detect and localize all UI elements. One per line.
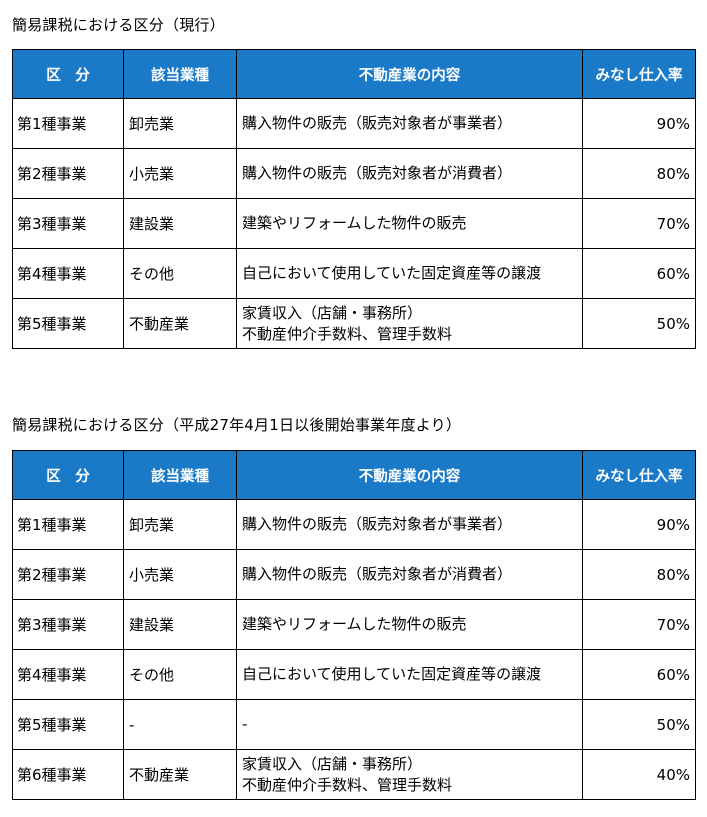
category-cell: 第2種事業 (12, 549, 124, 600)
table-header-row: 区 分 該当業種 不動産業の内容 みなし仕入率 (12, 450, 696, 500)
industry-cell: 不動産業 (123, 749, 237, 800)
table-row: 第3種事業 建設業 建築やリフォームした物件の販売 70% (12, 599, 696, 650)
table-row: 第2種事業 小売業 購入物件の販売（販売対象者が消費者） 80% (12, 148, 696, 199)
description-line-2: 不動産仲介手数料、管理手数料 (242, 324, 453, 343)
rate-cell: 40% (582, 749, 696, 800)
rate-cell: 60% (582, 248, 696, 299)
header-rate: みなし仕入率 (582, 450, 696, 500)
table-header-row: 区 分 該当業種 不動産業の内容 みなし仕入率 (12, 49, 696, 99)
category-cell: 第2種事業 (12, 148, 124, 199)
category-cell: 第5種事業 (12, 298, 124, 349)
description-cell: 購入物件の販売（販売対象者が消費者） (236, 549, 583, 600)
description-cell: 家賃収入（店舗・事務所） 不動産仲介手数料、管理手数料 (236, 298, 583, 349)
industry-cell: 不動産業 (123, 298, 237, 349)
category-cell: 第4種事業 (12, 649, 124, 700)
rate-cell: 80% (582, 148, 696, 199)
category-cell: 第6種事業 (12, 749, 124, 800)
category-cell: 第3種事業 (12, 599, 124, 650)
description-cell: 購入物件の販売（販売対象者が消費者） (236, 148, 583, 199)
description-cell: 建築やリフォームした物件の販売 (236, 198, 583, 249)
industry-cell: 小売業 (123, 148, 237, 199)
description-cell: 自己において使用していた固定資産等の譲渡 (236, 248, 583, 299)
header-description: 不動産業の内容 (236, 450, 583, 500)
category-cell: 第1種事業 (12, 499, 124, 550)
header-industry: 該当業種 (123, 450, 237, 500)
table-row: 第3種事業 建設業 建築やリフォームした物件の販売 70% (12, 198, 696, 249)
industry-cell: その他 (123, 649, 237, 700)
table-row: 第5種事業 不動産業 家賃収入（店舗・事務所） 不動産仲介手数料、管理手数料 5… (12, 298, 696, 349)
category-cell: 第4種事業 (12, 248, 124, 299)
category-cell: 第1種事業 (12, 98, 124, 149)
description-cell: 自己において使用していた固定資産等の譲渡 (236, 649, 583, 700)
category-cell: 第5種事業 (12, 699, 124, 750)
description-cell: 購入物件の販売（販売対象者が事業者） (236, 499, 583, 550)
description-cell: 購入物件の販売（販売対象者が事業者） (236, 98, 583, 149)
header-description: 不動産業の内容 (236, 49, 583, 99)
table-row: 第2種事業 小売業 購入物件の販売（販売対象者が消費者） 80% (12, 549, 696, 600)
table-row: 第6種事業 不動産業 家賃収入（店舗・事務所） 不動産仲介手数料、管理手数料 4… (12, 749, 696, 800)
description-line-1: 家賃収入（店舗・事務所） (242, 754, 423, 773)
description-cell: - (236, 699, 583, 750)
description-line-2: 不動産仲介手数料、管理手数料 (242, 775, 453, 794)
rate-cell: 60% (582, 649, 696, 700)
table-row: 第4種事業 その他 自己において使用していた固定資産等の譲渡 60% (12, 248, 696, 299)
rate-cell: 80% (582, 549, 696, 600)
table-row: 第5種事業 - - 50% (12, 699, 696, 750)
description-cell: 家賃収入（店舗・事務所） 不動産仲介手数料、管理手数料 (236, 749, 583, 800)
tax-category-table-revised: 区 分 該当業種 不動産業の内容 みなし仕入率 第1種事業 卸売業 購入物件の販… (12, 450, 696, 800)
industry-cell: 建設業 (123, 599, 237, 650)
category-cell: 第3種事業 (12, 198, 124, 249)
rate-cell: 50% (582, 699, 696, 750)
industry-cell: 小売業 (123, 549, 237, 600)
description-cell: 建築やリフォームした物件の販売 (236, 599, 583, 650)
rate-cell: 70% (582, 599, 696, 650)
industry-cell: - (123, 699, 237, 750)
industry-cell: 建設業 (123, 198, 237, 249)
tax-category-table-current: 区 分 該当業種 不動産業の内容 みなし仕入率 第1種事業 卸売業 購入物件の販… (12, 49, 696, 349)
section-title-current: 簡易課税における区分（現行） (12, 16, 225, 34)
industry-cell: その他 (123, 248, 237, 299)
rate-cell: 50% (582, 298, 696, 349)
table-row: 第1種事業 卸売業 購入物件の販売（販売対象者が事業者） 90% (12, 98, 696, 149)
rate-cell: 90% (582, 98, 696, 149)
header-category: 区 分 (12, 49, 124, 99)
table-row: 第4種事業 その他 自己において使用していた固定資産等の譲渡 60% (12, 649, 696, 700)
rate-cell: 70% (582, 198, 696, 249)
header-rate: みなし仕入率 (582, 49, 696, 99)
rate-cell: 90% (582, 499, 696, 550)
header-industry: 該当業種 (123, 49, 237, 99)
industry-cell: 卸売業 (123, 499, 237, 550)
description-line-1: 家賃収入（店舗・事務所） (242, 303, 423, 322)
header-category: 区 分 (12, 450, 124, 500)
industry-cell: 卸売業 (123, 98, 237, 149)
section-title-revised: 簡易課税における区分（平成27年4月1日以後開始事業年度より） (12, 416, 462, 434)
table-row: 第1種事業 卸売業 購入物件の販売（販売対象者が事業者） 90% (12, 499, 696, 550)
